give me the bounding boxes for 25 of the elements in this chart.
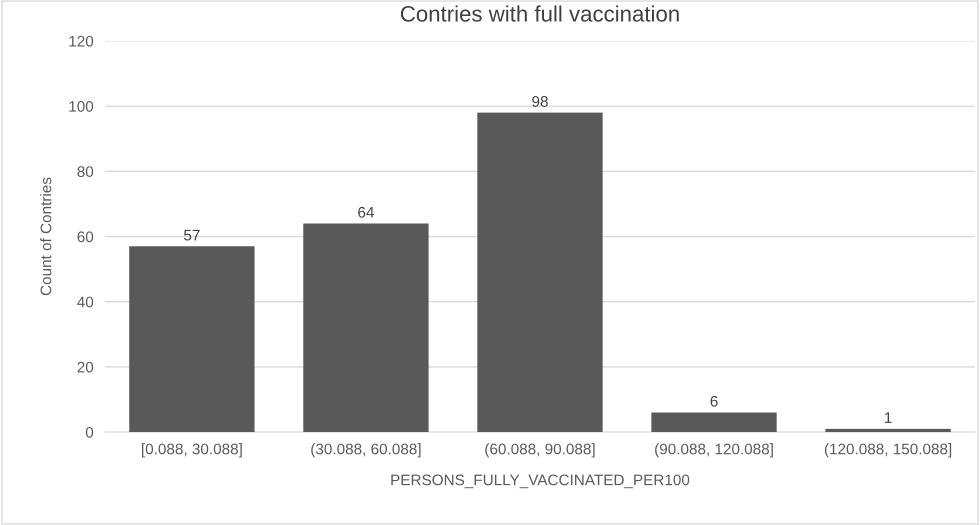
data-label: 6 xyxy=(710,396,718,407)
y-tick-label: 20 xyxy=(78,362,94,373)
x-tick-label: (120.088, 150.088] xyxy=(824,443,952,458)
data-label: 57 xyxy=(184,230,200,240)
x-tick-label: (30.088, 60.088] xyxy=(311,443,420,458)
bar xyxy=(303,223,429,432)
x-axis-title: PERSONS_FULLY_VACCINATED_PER100 xyxy=(391,474,690,488)
y-tick-label: 120 xyxy=(69,36,94,47)
x-tick-label: (90.088, 120.088] xyxy=(655,443,773,458)
bar xyxy=(651,412,777,432)
bar xyxy=(129,246,255,432)
data-label: 64 xyxy=(358,206,374,218)
bar xyxy=(825,428,951,432)
y-tick-label: 100 xyxy=(69,101,94,112)
x-tick-label: (60.088, 90.088] xyxy=(485,443,595,458)
y-axis-title: Count of Contries xyxy=(40,178,52,296)
chart-title: Contries with full vaccination xyxy=(400,5,679,22)
y-tick-label: 40 xyxy=(77,296,94,308)
data-label: 98 xyxy=(532,96,548,107)
y-tick-label: 60 xyxy=(78,231,94,242)
y-tick-label: 0 xyxy=(86,426,94,438)
x-tick-label: [0.088, 30.088] xyxy=(142,443,242,458)
bar xyxy=(477,112,603,432)
data-label: 1 xyxy=(884,412,892,423)
y-tick-label: 80 xyxy=(77,166,94,178)
